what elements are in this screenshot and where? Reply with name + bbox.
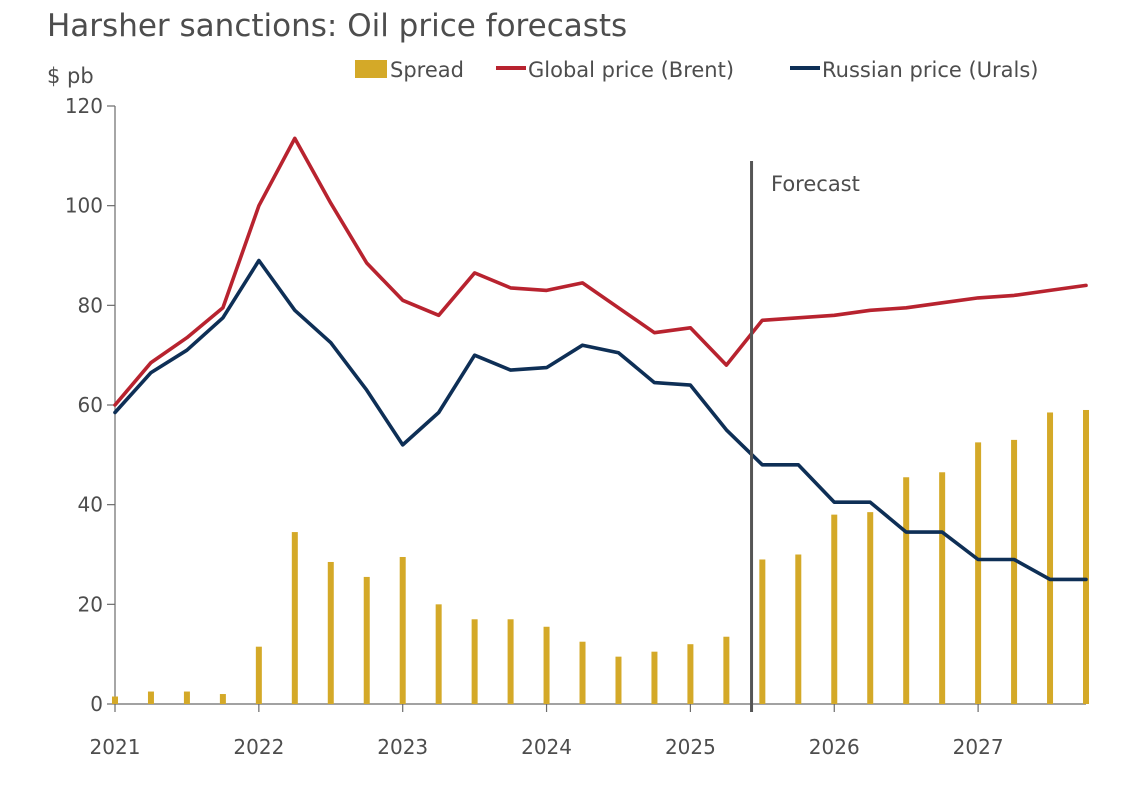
urals-price-line	[113, 258, 1088, 582]
spread-bar	[112, 696, 118, 704]
spread-bar	[795, 554, 802, 704]
x-tick-label: 2025	[665, 735, 716, 759]
spread-bar	[363, 576, 370, 704]
spread-bar	[831, 514, 838, 704]
legend-label-spread: Spread	[390, 58, 464, 82]
legend-label-urals: Russian price (Urals)	[822, 58, 1039, 82]
y-axis-label: $ pb	[47, 64, 94, 88]
spread-bar	[579, 641, 586, 704]
spread-bar	[471, 619, 478, 704]
spread-bar	[147, 691, 154, 704]
legend-swatch-spread	[355, 60, 387, 78]
spread-bar	[867, 512, 874, 704]
x-tick-label: 2023	[377, 735, 428, 759]
spread-bar	[291, 532, 298, 704]
spread-bar	[975, 442, 982, 704]
spread-bar	[255, 646, 262, 704]
spread-bar	[939, 472, 946, 704]
legend-label-brent: Global price (Brent)	[528, 58, 734, 82]
spread-bar	[687, 644, 694, 704]
x-tick-label: 2021	[90, 735, 141, 759]
y-tick-label: 80	[78, 293, 103, 317]
spread-bar	[1047, 412, 1054, 704]
spread-bar	[1011, 439, 1018, 704]
y-tick-label: 40	[78, 493, 103, 517]
spread-bar	[219, 694, 226, 704]
spread-bar	[651, 651, 658, 704]
axes: 0 20 40 60 80 100 120 2021 2022 2023 2024 2025 2026 2…	[65, 94, 1086, 759]
spread-bar	[903, 477, 910, 704]
x-tick-label: 2022	[233, 735, 284, 759]
forecast-marker: Forecast	[750, 161, 860, 712]
spread-bars	[112, 409, 1089, 704]
forecast-label: Forecast	[771, 172, 860, 196]
brent-price-line	[113, 136, 1088, 407]
legend: Spread Global price (Brent) Russian pric…	[355, 58, 1039, 82]
y-tick-label: 60	[78, 393, 103, 417]
price-lines	[113, 136, 1088, 582]
y-tick-label: 120	[65, 94, 103, 118]
spread-bar	[435, 604, 442, 704]
spread-bar	[615, 656, 622, 704]
spread-bar	[759, 559, 766, 704]
spread-bar	[327, 561, 334, 704]
y-tick-label: 100	[65, 194, 103, 218]
y-tick-label: 0	[90, 692, 103, 716]
spread-bar	[183, 691, 190, 704]
spread-bar	[507, 619, 514, 704]
spread-bar	[399, 556, 406, 704]
chart-title: Harsher sanctions: Oil price forecasts	[47, 8, 627, 44]
x-tick-label: 2027	[953, 735, 1004, 759]
spread-bar	[1083, 409, 1089, 704]
spread-bar	[543, 626, 550, 704]
x-tick-label: 2026	[809, 735, 860, 759]
spread-bar	[723, 636, 730, 704]
y-tick-label: 20	[78, 592, 103, 616]
x-tick-label: 2024	[521, 735, 572, 759]
